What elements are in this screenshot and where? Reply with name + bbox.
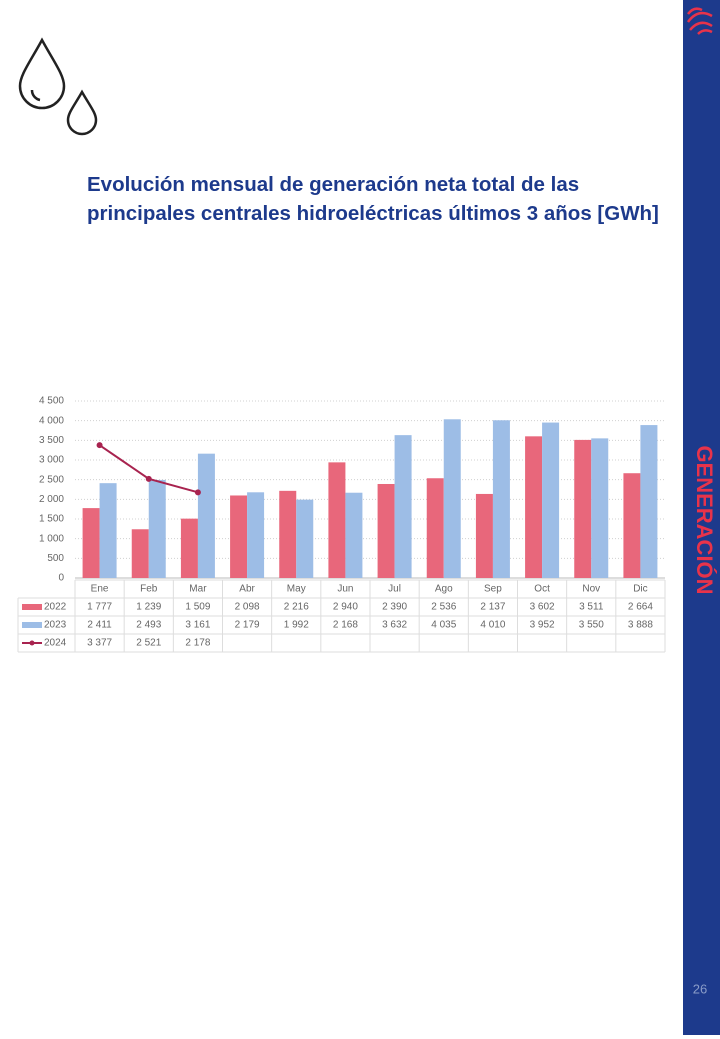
legend-label: 2022	[44, 602, 67, 613]
page-number: 26	[693, 981, 707, 996]
legend-label: 2023	[44, 620, 67, 631]
bar	[426, 478, 444, 578]
legend-swatch	[22, 622, 42, 628]
bar	[148, 479, 166, 578]
x-tick-label: Sep	[484, 584, 502, 595]
side-bar	[683, 0, 720, 1035]
bar	[623, 473, 641, 578]
x-tick-label: Jun	[337, 584, 353, 595]
table-value: 3 161	[185, 620, 210, 631]
point	[194, 489, 201, 496]
table-value: 2 411	[87, 620, 112, 631]
bar	[525, 436, 543, 578]
x-tick-label: Mar	[189, 584, 207, 595]
table-value: 2 137	[480, 602, 505, 613]
table-value: 4 035	[431, 620, 456, 631]
table-value: 2 179	[235, 620, 260, 631]
bar	[247, 492, 265, 578]
droplets-icon	[18, 37, 98, 136]
x-tick-label: Jul	[388, 584, 401, 595]
table-value: 3 511	[579, 602, 604, 613]
y-tick-label: 0	[58, 573, 64, 584]
bar	[180, 518, 198, 578]
y-tick-label: 2 000	[39, 494, 64, 505]
x-tick-label: Nov	[582, 584, 600, 595]
table-value: 2 521	[136, 638, 161, 649]
table-value: 3 550	[579, 620, 604, 631]
bar	[328, 462, 346, 578]
legend-label: 2024	[44, 638, 67, 649]
table-value: 3 952	[530, 620, 555, 631]
x-tick-label: Dic	[633, 584, 647, 595]
table-value: 2 536	[431, 602, 456, 613]
table-value: 1 777	[87, 602, 112, 613]
y-tick-label: 3 000	[39, 455, 64, 466]
bar	[591, 438, 609, 578]
table-value: 2 493	[136, 620, 161, 631]
x-tick-label: Feb	[140, 584, 158, 595]
bar	[197, 453, 215, 578]
bar	[640, 425, 658, 578]
bar	[377, 483, 395, 578]
x-tick-label: Oct	[534, 584, 550, 595]
bar	[475, 493, 493, 578]
legend-swatch	[22, 604, 42, 610]
bar	[99, 483, 117, 578]
x-tick-label: Ago	[435, 584, 453, 595]
x-tick-label: Ene	[91, 584, 109, 595]
y-tick-label: 500	[47, 553, 64, 564]
table-value: 4 010	[480, 620, 505, 631]
y-tick-label: 4 000	[39, 415, 64, 426]
table-value: 1 509	[185, 602, 210, 613]
y-tick-label: 4 500	[39, 396, 64, 407]
point	[96, 442, 103, 449]
logo	[686, 7, 713, 35]
table-value: 3 602	[530, 602, 555, 613]
y-tick-label: 3 500	[39, 435, 64, 446]
table-value: 2 216	[284, 602, 309, 613]
bar	[443, 419, 461, 578]
bar	[279, 490, 297, 578]
bar	[542, 422, 560, 578]
x-tick-label: May	[287, 584, 306, 595]
y-tick-label: 1 500	[39, 514, 64, 525]
table-value: 1 239	[136, 602, 161, 613]
y-tick-label: 2 500	[39, 474, 64, 485]
table-value: 2 664	[628, 602, 653, 613]
bar	[394, 435, 412, 578]
table-value: 2 940	[333, 602, 358, 613]
bar	[82, 508, 100, 578]
bar	[131, 529, 149, 578]
table-value: 3 632	[382, 620, 407, 631]
table-value: 3 888	[628, 620, 653, 631]
title: Evolución mensual de generación neta tot…	[87, 173, 659, 225]
table-value: 2 098	[235, 602, 260, 613]
bar	[345, 492, 363, 578]
point	[145, 475, 152, 482]
bar	[230, 495, 248, 578]
section-label: GENERACIÓN	[692, 445, 717, 594]
y-tick-label: 1 000	[39, 533, 64, 544]
bar	[492, 420, 510, 578]
legend-swatch	[29, 640, 35, 646]
table-value: 2 178	[185, 638, 210, 649]
bar	[574, 439, 592, 578]
table-value: 3 377	[87, 638, 112, 649]
table-value: 1 992	[284, 620, 309, 631]
bar	[296, 499, 314, 578]
table-value: 2 390	[382, 602, 407, 613]
table-value: 2 168	[333, 620, 358, 631]
x-tick-label: Abr	[239, 584, 255, 595]
